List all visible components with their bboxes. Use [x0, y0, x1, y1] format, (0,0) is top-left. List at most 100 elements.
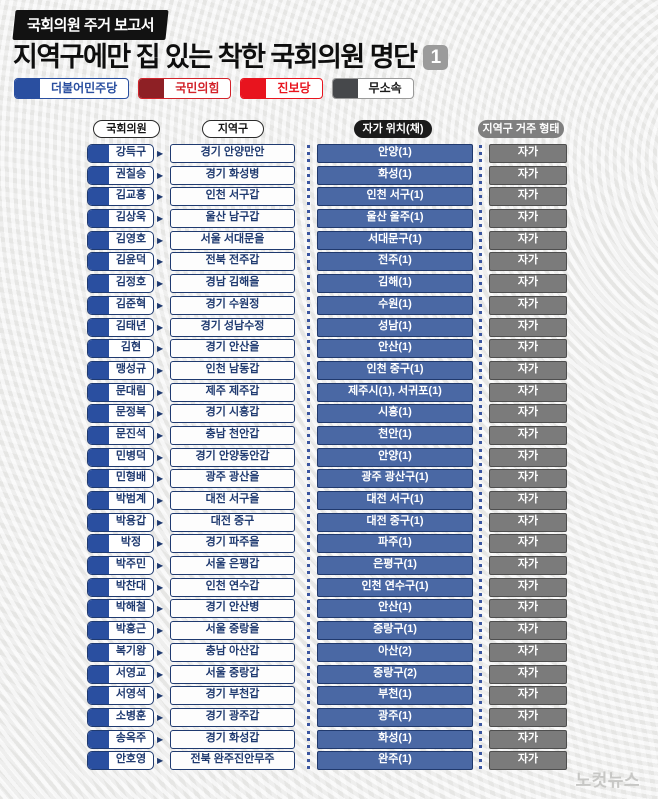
member-name-cell: 김영호: [87, 230, 154, 250]
table-row: 문진석 ▶ 충남 천안갑 천안(1) 자가: [0, 425, 658, 445]
member-name-cell: 박범계: [87, 491, 154, 510]
table-row: 김윤덕 ▶ 전북 전주갑 전주(1) 자가: [0, 252, 658, 272]
dotted-divider-icon: [307, 253, 310, 271]
member-name: 김영호: [115, 232, 147, 245]
table-row: 박홍근 ▶ 서울 중랑을 중랑구(1) 자가: [0, 621, 658, 641]
district-cell: 대전 중구: [170, 512, 295, 532]
party-color-swatch: [241, 79, 267, 98]
party-color-block: [88, 361, 109, 379]
home-location-cell: 서대문구(1): [317, 230, 473, 250]
table-row: 권칠승 ▶ 경기 화성병 화성(1) 자가: [0, 165, 658, 185]
home-location-cell: 화성(1): [317, 729, 473, 749]
table-row: 소병훈 ▶ 경기 광주갑 광주(1) 자가: [0, 707, 658, 727]
district-cell: 서울 중랑갑: [170, 664, 295, 684]
residence-type-cell: 자가: [489, 686, 567, 706]
dotted-divider-icon: [479, 188, 482, 206]
arrow-right-icon: ▶: [157, 669, 164, 679]
arrow-right-icon: ▶: [157, 214, 164, 224]
dotted-divider-icon: [307, 535, 310, 553]
arrow-right-icon: ▶: [157, 452, 164, 462]
home-location-cell: 파주(1): [317, 534, 473, 554]
member-name-cell: 김준혁: [87, 295, 154, 315]
dotted-divider-icon: [479, 622, 482, 640]
party-color-swatch: [15, 79, 40, 98]
dotted-divider-icon: [307, 730, 310, 748]
party-color-block: [88, 210, 109, 228]
dotted-divider-icon: [479, 752, 482, 770]
arrow-right-icon: ▶: [157, 409, 164, 419]
home-location-cell: 김해(1): [317, 274, 473, 294]
member-name-cell: 김현: [87, 339, 154, 359]
member-name-cell: 강득구: [87, 144, 154, 163]
arrow-right-icon: ▶: [157, 430, 164, 440]
dotted-divider-icon: [307, 578, 310, 596]
residence-type-cell: 자가: [489, 469, 567, 489]
table-row: 김상욱 ▶ 울산 남구갑 울산 울주(1) 자가: [0, 209, 658, 229]
member-name: 김윤덕: [115, 254, 147, 267]
party-color-block: [88, 687, 109, 705]
arrow-right-icon: ▶: [157, 365, 164, 375]
dotted-divider-icon: [307, 687, 310, 705]
member-name: 송옥주: [115, 731, 147, 744]
member-name-cell: 박용갑: [87, 512, 154, 532]
district-cell: 광주 광산을: [170, 469, 295, 489]
dotted-divider-icon: [307, 361, 310, 379]
member-name: 강득구: [115, 146, 147, 158]
home-location-cell: 완주(1): [317, 751, 473, 771]
dotted-divider-icon: [307, 275, 310, 293]
dotted-divider-icon: [479, 557, 482, 575]
dotted-divider-icon: [479, 600, 482, 618]
page-title: 지역구에만 집 있는 착한 국회의원 명단 1: [13, 35, 653, 74]
home-location-cell: 인천 서구(1): [317, 187, 473, 207]
arrow-right-icon: ▶: [157, 387, 164, 397]
member-name-cell: 문진석: [87, 425, 154, 445]
member-name-cell: 문정복: [87, 404, 154, 424]
home-location-cell: 전주(1): [317, 252, 473, 272]
party-color-block: [88, 253, 109, 271]
arrow-right-icon: ▶: [157, 474, 164, 484]
district-cell: 전북 완주진안무주: [170, 751, 295, 771]
member-name-cell: 박정: [87, 534, 154, 554]
arrow-right-icon: ▶: [157, 322, 164, 332]
home-location-cell: 대전 중구(1): [317, 512, 473, 532]
district-cell: 대전 서구을: [170, 491, 295, 510]
district-cell: 경기 수원정: [170, 295, 295, 315]
member-name-cell: 소병훈: [87, 707, 154, 727]
district-cell: 충남 천안갑: [170, 425, 295, 445]
home-location-cell: 울산 울주(1): [317, 209, 473, 229]
legend-item: 무소속: [331, 78, 414, 99]
party-color-block: [88, 535, 109, 553]
member-name-cell: 안호영: [87, 751, 154, 771]
dotted-divider-icon: [479, 426, 482, 444]
home-location-cell: 광주 광산구(1): [317, 469, 473, 489]
legend-item: 더불어민주당: [14, 78, 130, 99]
member-name-cell: 복기왕: [87, 642, 154, 662]
table-row: 박찬대 ▶ 인천 연수갑 인천 연수구(1) 자가: [0, 577, 658, 597]
dotted-divider-icon: [479, 405, 482, 423]
member-name: 김준혁: [115, 297, 147, 310]
residence-type-cell: 자가: [489, 230, 567, 250]
home-location-cell: 은평구(1): [317, 556, 473, 576]
party-color-block: [88, 470, 109, 488]
party-color-block: [88, 513, 109, 531]
dotted-divider-icon: [479, 361, 482, 379]
district-cell: 울산 남구갑: [170, 209, 295, 229]
member-name-cell: 민형배: [87, 469, 154, 489]
party-label: 더불어민주당: [51, 81, 118, 95]
dotted-divider-icon: [479, 340, 482, 358]
home-location-cell: 화성(1): [317, 165, 473, 185]
dotted-divider-icon: [479, 730, 482, 748]
member-name: 서영교: [115, 666, 147, 679]
party-color-block: [88, 426, 109, 444]
residence-type-cell: 자가: [489, 664, 567, 684]
residence-type-cell: 자가: [489, 447, 567, 467]
party-color-block: [88, 166, 109, 184]
district-cell: 인천 서구갑: [170, 187, 295, 207]
residence-type-cell: 자가: [489, 729, 567, 749]
arrow-right-icon: ▶: [157, 691, 164, 701]
member-name-cell: 김윤덕: [87, 252, 154, 272]
home-location-cell: 안산(1): [317, 339, 473, 359]
party-color-block: [88, 752, 109, 770]
table-row: 박용갑 ▶ 대전 중구 대전 중구(1) 자가: [0, 512, 658, 532]
district-cell: 인천 연수갑: [170, 577, 295, 597]
